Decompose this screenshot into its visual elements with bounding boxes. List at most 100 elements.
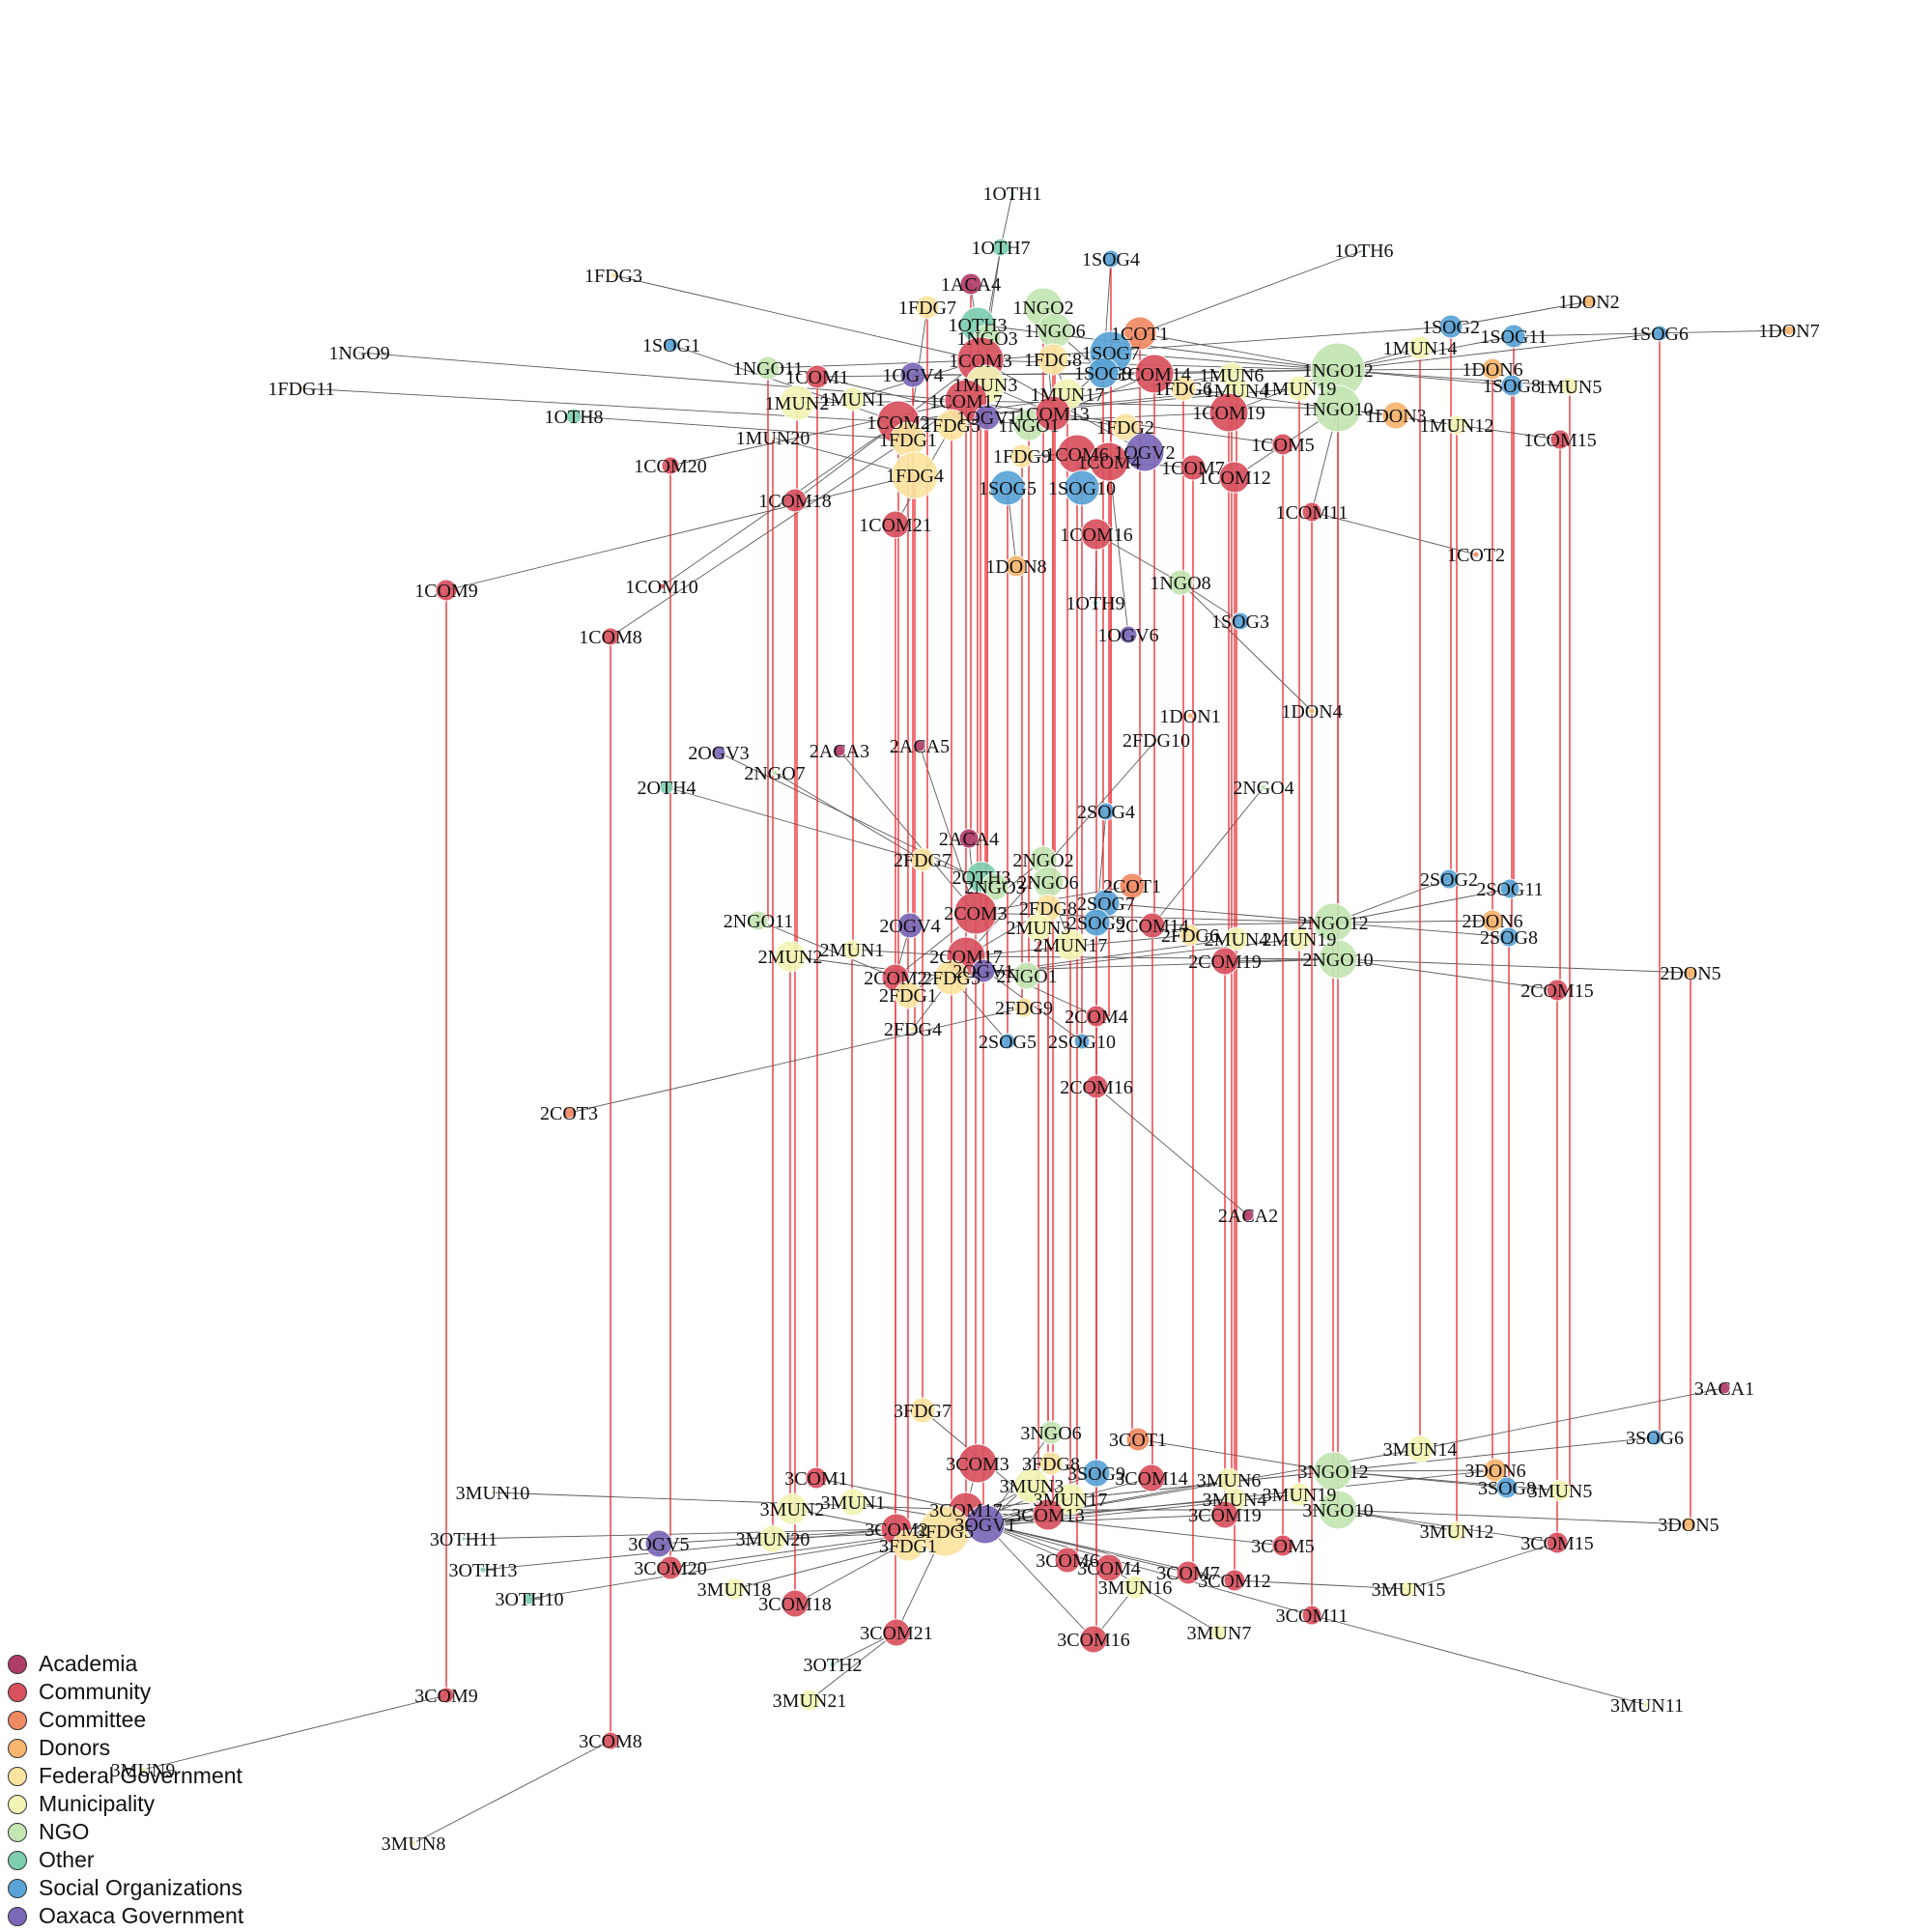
node-3COM20[interactable] [658,1555,683,1580]
node-3COM3[interactable] [957,1443,998,1484]
node-3COM18[interactable] [781,1589,810,1618]
node-3MUN15[interactable] [1400,1580,1417,1598]
node-3MUN2[interactable] [776,1492,809,1525]
node-3MUN17[interactable] [1054,1483,1087,1516]
node-1DON1[interactable] [1186,712,1194,720]
node-2FDG7[interactable] [910,847,935,872]
node-2SOG2[interactable] [1438,868,1460,890]
node-1DON4[interactable] [1308,707,1316,715]
node-1SOG3[interactable] [1231,611,1250,631]
node-3MUN11[interactable] [1643,1701,1651,1709]
node-3COM6[interactable] [1054,1547,1081,1574]
node-1DON3[interactable] [1381,401,1410,430]
node-3COM1[interactable] [805,1466,828,1490]
node-1MUN12[interactable] [1446,414,1467,436]
node-2FDG9[interactable] [1013,997,1035,1018]
node-3MUN20[interactable] [758,1524,787,1553]
node-2SOG11[interactable] [1499,878,1520,899]
node-3MUN14[interactable] [1406,1435,1435,1463]
node-2ACA5[interactable] [913,739,926,753]
node-1FDG3[interactable] [610,271,617,279]
node-1OTH1[interactable] [1009,190,1015,196]
node-2NGO7[interactable] [771,769,779,777]
node-1MUN2[interactable] [779,384,815,421]
node-3COM15[interactable] [1546,1531,1569,1554]
node-3MUN18[interactable] [723,1577,746,1601]
node-1COM19[interactable] [1208,392,1249,433]
node-1COT1[interactable] [1122,316,1157,351]
node-2FDG6[interactable] [1179,923,1202,947]
node-1FDG7[interactable] [915,295,940,320]
node-3MUN3[interactable] [1013,1467,1050,1504]
node-1NGO9[interactable] [356,350,362,355]
node-1SOG6[interactable] [1651,325,1668,342]
node-1SOG8[interactable] [1500,374,1523,397]
node-2SOG5[interactable] [999,1033,1016,1050]
node-2ACA2[interactable] [1241,1208,1255,1222]
node-1DON6[interactable] [1481,357,1504,381]
node-3MUN12[interactable] [1446,1520,1467,1542]
node-2COM3[interactable] [953,891,998,935]
node-3MUN9[interactable] [139,1766,147,1774]
node-3FDG8[interactable] [1038,1451,1064,1476]
node-2NGO11[interactable] [748,910,769,931]
node-3OTH13[interactable] [479,1566,487,1574]
node-3OTH2[interactable] [829,1661,837,1668]
node-1COM13[interactable] [1035,395,1071,432]
node-1COM5[interactable] [1271,433,1294,456]
node-1NGO8[interactable] [1167,569,1194,596]
node-3MUN10[interactable] [490,1490,496,1495]
node-3MUN21[interactable] [798,1689,821,1712]
node-3MUN8[interactable] [410,1839,417,1847]
node-2ACA3[interactable] [833,744,846,757]
node-3COT1[interactable] [1125,1427,1151,1452]
node-3COM8[interactable] [601,1731,620,1750]
node-3OTH10[interactable] [523,1592,536,1605]
node-1SOG11[interactable] [1501,324,1526,349]
node-1MUN20[interactable] [770,435,776,440]
node-1SOG2[interactable] [1438,314,1463,339]
node-2COM14[interactable] [1139,912,1166,939]
node-1OGV4[interactable] [899,361,926,388]
node-2NGO10[interactable] [1318,939,1358,980]
node-1FDG11[interactable] [298,385,304,391]
node-1FDG5[interactable] [935,409,968,441]
node-3NGO6[interactable] [1038,1420,1064,1445]
node-1OTH6[interactable] [1361,247,1367,253]
node-2DON6[interactable] [1481,909,1504,932]
node-3COM9[interactable] [438,1687,455,1704]
node-1COM10[interactable] [658,582,666,590]
node-3COM4[interactable] [1094,1553,1123,1582]
node-1SOG4[interactable] [1101,249,1121,269]
node-3COM13[interactable] [1032,1498,1065,1531]
node-2COT1[interactable] [1119,872,1146,899]
node-1COM4[interactable] [1089,441,1129,482]
node-1OTH8[interactable] [565,408,582,425]
node-2MUN19[interactable] [1287,926,1312,952]
node-1ACA4[interactable] [959,272,982,296]
node-3OGV1[interactable] [965,1504,1006,1545]
node-2MUN2[interactable] [774,940,807,973]
node-2FDG10[interactable] [1153,737,1159,743]
node-1NGO11[interactable] [755,355,781,381]
node-1SOG10[interactable] [1064,469,1100,506]
node-2MUN4[interactable] [1224,926,1249,952]
node-1COM12[interactable] [1218,461,1251,494]
node-3SOG8[interactable] [1495,1476,1519,1499]
node-2MUN17[interactable] [1054,928,1087,961]
node-2NGO1[interactable] [1012,961,1041,990]
node-3MUN7[interactable] [1210,1624,1228,1641]
node-1FDG8[interactable] [1037,343,1069,376]
node-3MUN19[interactable] [1287,1482,1312,1507]
node-1DON7[interactable] [1783,325,1795,336]
node-2MUN1[interactable] [841,939,863,960]
node-3NGO12[interactable] [1313,1451,1353,1492]
node-2SOG9[interactable] [1082,908,1111,937]
node-1OGV1[interactable] [974,404,1001,431]
node-1MUN14[interactable] [1407,335,1433,360]
node-3OTH11[interactable] [461,1536,467,1542]
node-3OGV5[interactable] [644,1529,673,1558]
node-1MUN19[interactable] [1286,375,1313,402]
node-1COM14[interactable] [1134,354,1175,394]
node-2COM15[interactable] [1546,979,1569,1002]
